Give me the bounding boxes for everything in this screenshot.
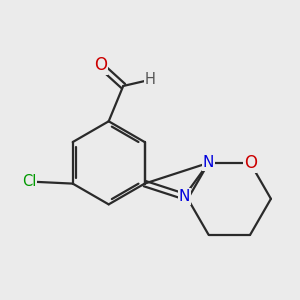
Text: N: N [203, 155, 214, 170]
Text: N: N [178, 189, 190, 204]
Text: O: O [94, 56, 107, 74]
Text: Cl: Cl [22, 174, 36, 189]
Text: H: H [145, 72, 156, 87]
Text: O: O [244, 154, 256, 172]
